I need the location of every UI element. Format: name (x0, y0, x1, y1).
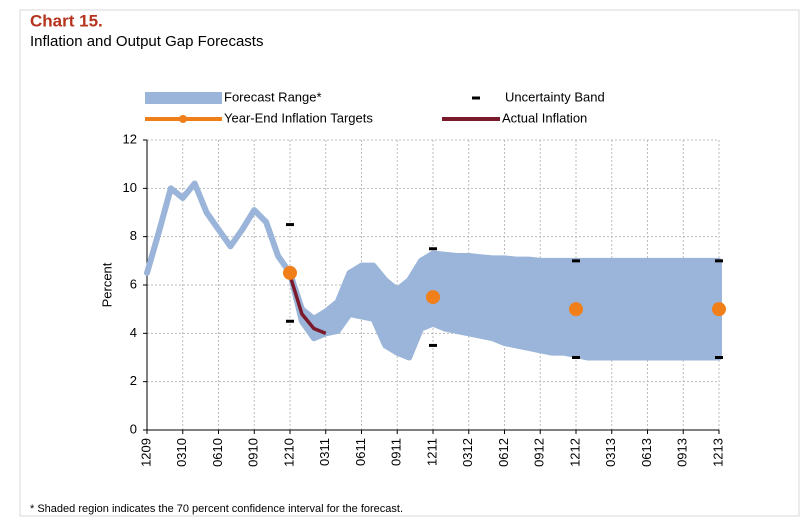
y-tick-label: 8 (130, 228, 137, 243)
x-tick-label: 1210 (281, 438, 296, 467)
legend-label: Year-End Inflation Targets (224, 110, 373, 125)
x-tick-label: 0312 (460, 438, 475, 467)
legend-label: Uncertainty Band (505, 89, 605, 104)
x-tick-label: 1213 (710, 438, 725, 467)
x-tick-label: 0912 (532, 438, 547, 467)
y-tick-label: 2 (130, 373, 137, 388)
x-tick-label: 1211 (424, 438, 439, 466)
x-tick-label: 0911 (389, 438, 404, 466)
x-tick-label: 0613 (639, 438, 654, 467)
footnote: * Shaded region indicates the 70 percent… (30, 503, 403, 515)
x-tick-label: 1212 (567, 438, 582, 467)
x-tick-label: 0913 (675, 438, 690, 467)
frame (19, 9, 800, 517)
y-tick-label: 0 (130, 421, 137, 436)
y-tick-label: 10 (123, 180, 137, 195)
legend-label: Actual Inflation (502, 110, 587, 125)
y-tick-label: 12 (123, 131, 137, 146)
y-tick-label: 4 (130, 325, 137, 340)
target-dot (712, 302, 726, 317)
target-dot (283, 265, 297, 280)
x-tick-label: 0910 (246, 438, 261, 467)
target-dot (426, 290, 440, 305)
target-dot (569, 302, 583, 317)
x-tick-label: 0313 (603, 438, 618, 467)
y-tick-label: 6 (130, 276, 137, 291)
legend-label: Forecast Range* (224, 89, 322, 104)
actual-line (288, 274, 327, 335)
x-tick-label: 0311 (317, 438, 332, 466)
y-axis-label: Percent (99, 262, 114, 307)
x-tick-label: 0310 (174, 438, 189, 467)
x-tick-label: 1209 (138, 438, 153, 467)
chart-subtitle: Inflation and Output Gap Forecasts (30, 33, 263, 50)
legend-swatch (179, 115, 187, 123)
x-tick-label: 0611 (353, 438, 368, 466)
x-tick-label: 0610 (210, 438, 225, 467)
x-tick-label: 0612 (496, 438, 511, 467)
chart-title: Chart 15. (30, 11, 103, 30)
